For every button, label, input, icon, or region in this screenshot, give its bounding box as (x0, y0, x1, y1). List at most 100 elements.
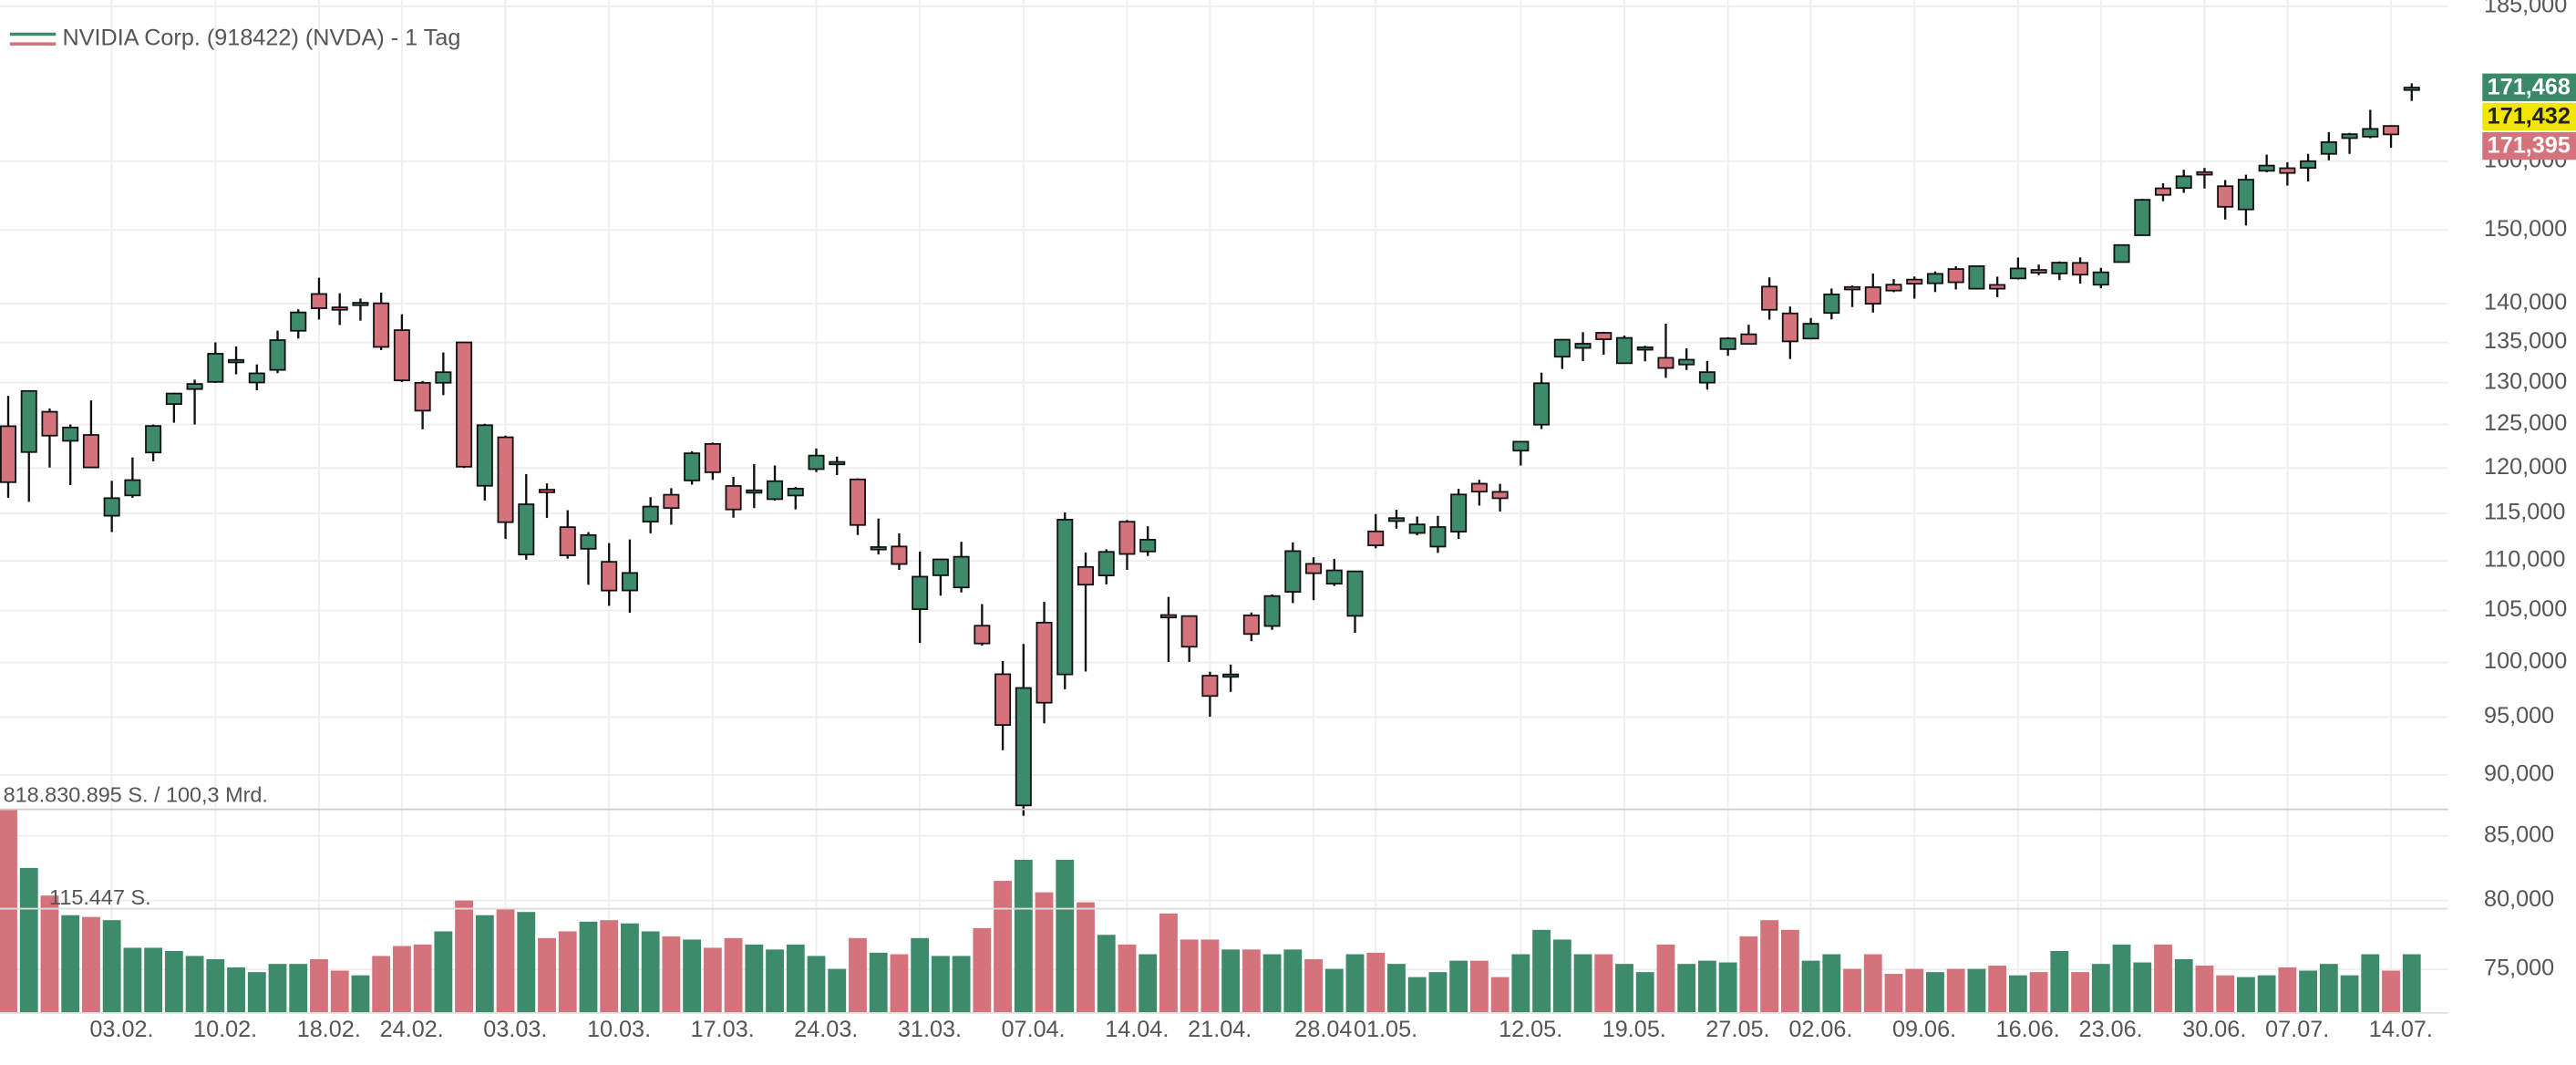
candle-body (1056, 519, 1074, 676)
volume-bar (1594, 954, 1613, 1013)
candle-body (808, 454, 825, 470)
x-tick-label: 24.02. (380, 1017, 444, 1042)
x-tick-label: 21.04. (1188, 1017, 1252, 1042)
x-tick-label: 10.02. (193, 1017, 257, 1042)
volume-bar (2340, 975, 2359, 1013)
volume-bar (911, 937, 930, 1013)
volume-bar (0, 809, 17, 1013)
grid-layer (0, 0, 2448, 1013)
volume-bar (1200, 939, 1220, 1013)
x-tick-label: 01.05. (1354, 1017, 1417, 1042)
candle-body (1947, 268, 1964, 284)
candle-body (1222, 673, 1240, 678)
volume-bar (1698, 960, 1716, 1013)
volume-bar (1656, 944, 1675, 1013)
volume-bar (1905, 968, 1924, 1013)
candle-body (994, 673, 1012, 726)
candle-body (559, 526, 576, 556)
candle-body (1242, 614, 1260, 636)
y-tick-label: 140,000 (2484, 290, 2567, 315)
candle-body (1015, 687, 1032, 807)
price-tag (2482, 73, 2576, 101)
y-tick-label: 110,000 (2484, 547, 2565, 573)
candle-body (352, 302, 369, 306)
volume-bar (268, 964, 287, 1013)
volume-bar (641, 931, 660, 1013)
candle-body (1553, 338, 1571, 358)
x-tick-label: 27.05. (1705, 1017, 1769, 1042)
candle-body (2196, 171, 2213, 176)
volume-bar (2299, 970, 2318, 1013)
y-tick-label: 105,000 (2484, 596, 2567, 622)
volume-bar (1324, 968, 1344, 1013)
x-tick-label: 07.07. (2265, 1017, 2329, 1042)
volume-bar (1262, 954, 1282, 1013)
candle-layer (0, 83, 2420, 816)
volume-bar (683, 939, 702, 1013)
candle-body (891, 545, 908, 565)
candle-body (1036, 621, 1053, 704)
volume-bar (206, 958, 225, 1013)
x-tick-label: 17.03. (691, 1017, 755, 1042)
candle-body (1512, 440, 1530, 452)
x-tick-label: 16.06. (1996, 1017, 2060, 1042)
candle-body (1615, 336, 1633, 365)
candle-body (331, 306, 348, 311)
volume-bar (807, 956, 826, 1013)
volume-bar (745, 944, 764, 1013)
x-tick-label: 28.04 (1294, 1017, 1352, 1042)
volume-bar (2382, 970, 2400, 1013)
candle-body (186, 383, 203, 390)
volume-bar (310, 958, 328, 1013)
candle-body (1761, 285, 1778, 311)
volume-bar (247, 972, 266, 1013)
volume-bar (1097, 935, 1116, 1013)
candle-body (2362, 128, 2379, 138)
candle-body (621, 572, 638, 592)
candle-body (1844, 285, 1861, 291)
x-tick-label: 23.06. (2079, 1017, 2143, 1042)
volume-bar (2257, 975, 2276, 1013)
candle-body (663, 493, 680, 510)
y-tick-label: 90,000 (2484, 761, 2554, 787)
x-tick-label: 14.04. (1105, 1017, 1169, 1042)
candle-body (2403, 87, 2420, 91)
candle-body (1139, 539, 1157, 553)
candle-body (1118, 521, 1136, 555)
volume-bar (724, 937, 743, 1013)
price-tag (2482, 131, 2576, 160)
volume-bar (621, 923, 639, 1013)
candle-body (1636, 346, 1654, 351)
candle-body (1989, 284, 2006, 290)
volume-bar (40, 895, 59, 1013)
volume-bar (1739, 936, 1758, 1013)
candle-body (974, 625, 991, 645)
volume-bar (890, 954, 909, 1013)
volume-bar (1635, 972, 1654, 1013)
volume-bar (1469, 960, 1489, 1013)
volume-bar (102, 920, 121, 1013)
candle-body (2300, 160, 2317, 169)
candle-body (1781, 312, 1798, 343)
price-tag (2482, 102, 2576, 131)
candle-body (1429, 526, 1447, 548)
candle-body (2237, 179, 2254, 211)
candle-body (165, 392, 182, 406)
volume-bar (1221, 949, 1241, 1013)
volume-bar (475, 915, 494, 1013)
volume-bar (1760, 920, 1779, 1013)
candle-body (2341, 133, 2358, 140)
x-tick-label: 09.06. (1892, 1017, 1956, 1042)
candle-body (849, 478, 866, 526)
price-tag-label: 171,395 (2488, 133, 2571, 159)
candle-body (1678, 358, 1695, 366)
candle-body (2009, 267, 2026, 280)
candle-body (476, 424, 493, 487)
candle-body (207, 353, 224, 383)
volume-bar (2154, 944, 2172, 1013)
volume-bar (496, 908, 515, 1013)
volume-bar (144, 947, 163, 1013)
volume-bar (351, 975, 370, 1013)
candle-body (41, 410, 58, 437)
